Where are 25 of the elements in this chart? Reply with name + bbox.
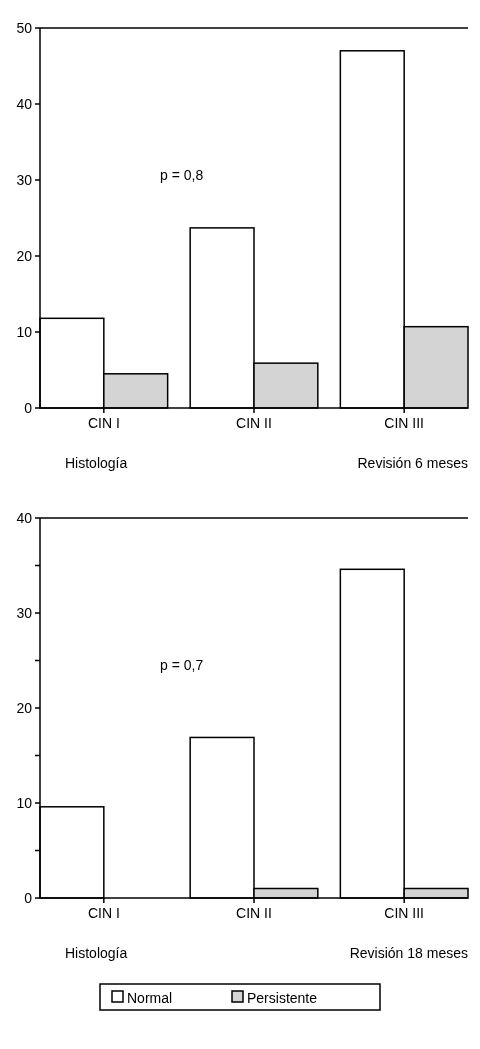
legend-label: Normal [127,989,173,1006]
text: Revisión 6 meses [357,455,468,471]
x-tick-label: CIN III [384,905,425,921]
y-tick-label: 10 [16,794,33,811]
y-tick-label: 20 [16,699,33,716]
y-tick-label: 0 [24,889,33,906]
x-tick-label: CIN I [87,905,120,921]
text: Histología [65,945,128,961]
x-tick-label: CIN II [236,905,272,921]
x-tick-label: CIN II [236,415,272,431]
x-tick-label: CIN III [384,415,425,431]
y-tick-label: 30 [16,171,33,188]
x-tick-label: CIN I [87,415,120,431]
y-tick-label: 40 [16,95,33,112]
text: Histología [65,455,128,471]
y-tick-label: 20 [16,247,33,264]
y-tick-label: 40 [16,509,33,526]
y-tick-label: 10 [16,323,33,340]
y-tick-label: 50 [16,19,33,36]
y-tick-label: 30 [16,604,33,621]
y-tick-label: 0 [24,399,33,416]
annotation: p = 0,8 [160,167,204,183]
legend-label: Persistente [247,989,318,1006]
annotation: p = 0,7 [160,657,204,673]
text: Revisión 18 meses [349,945,468,961]
